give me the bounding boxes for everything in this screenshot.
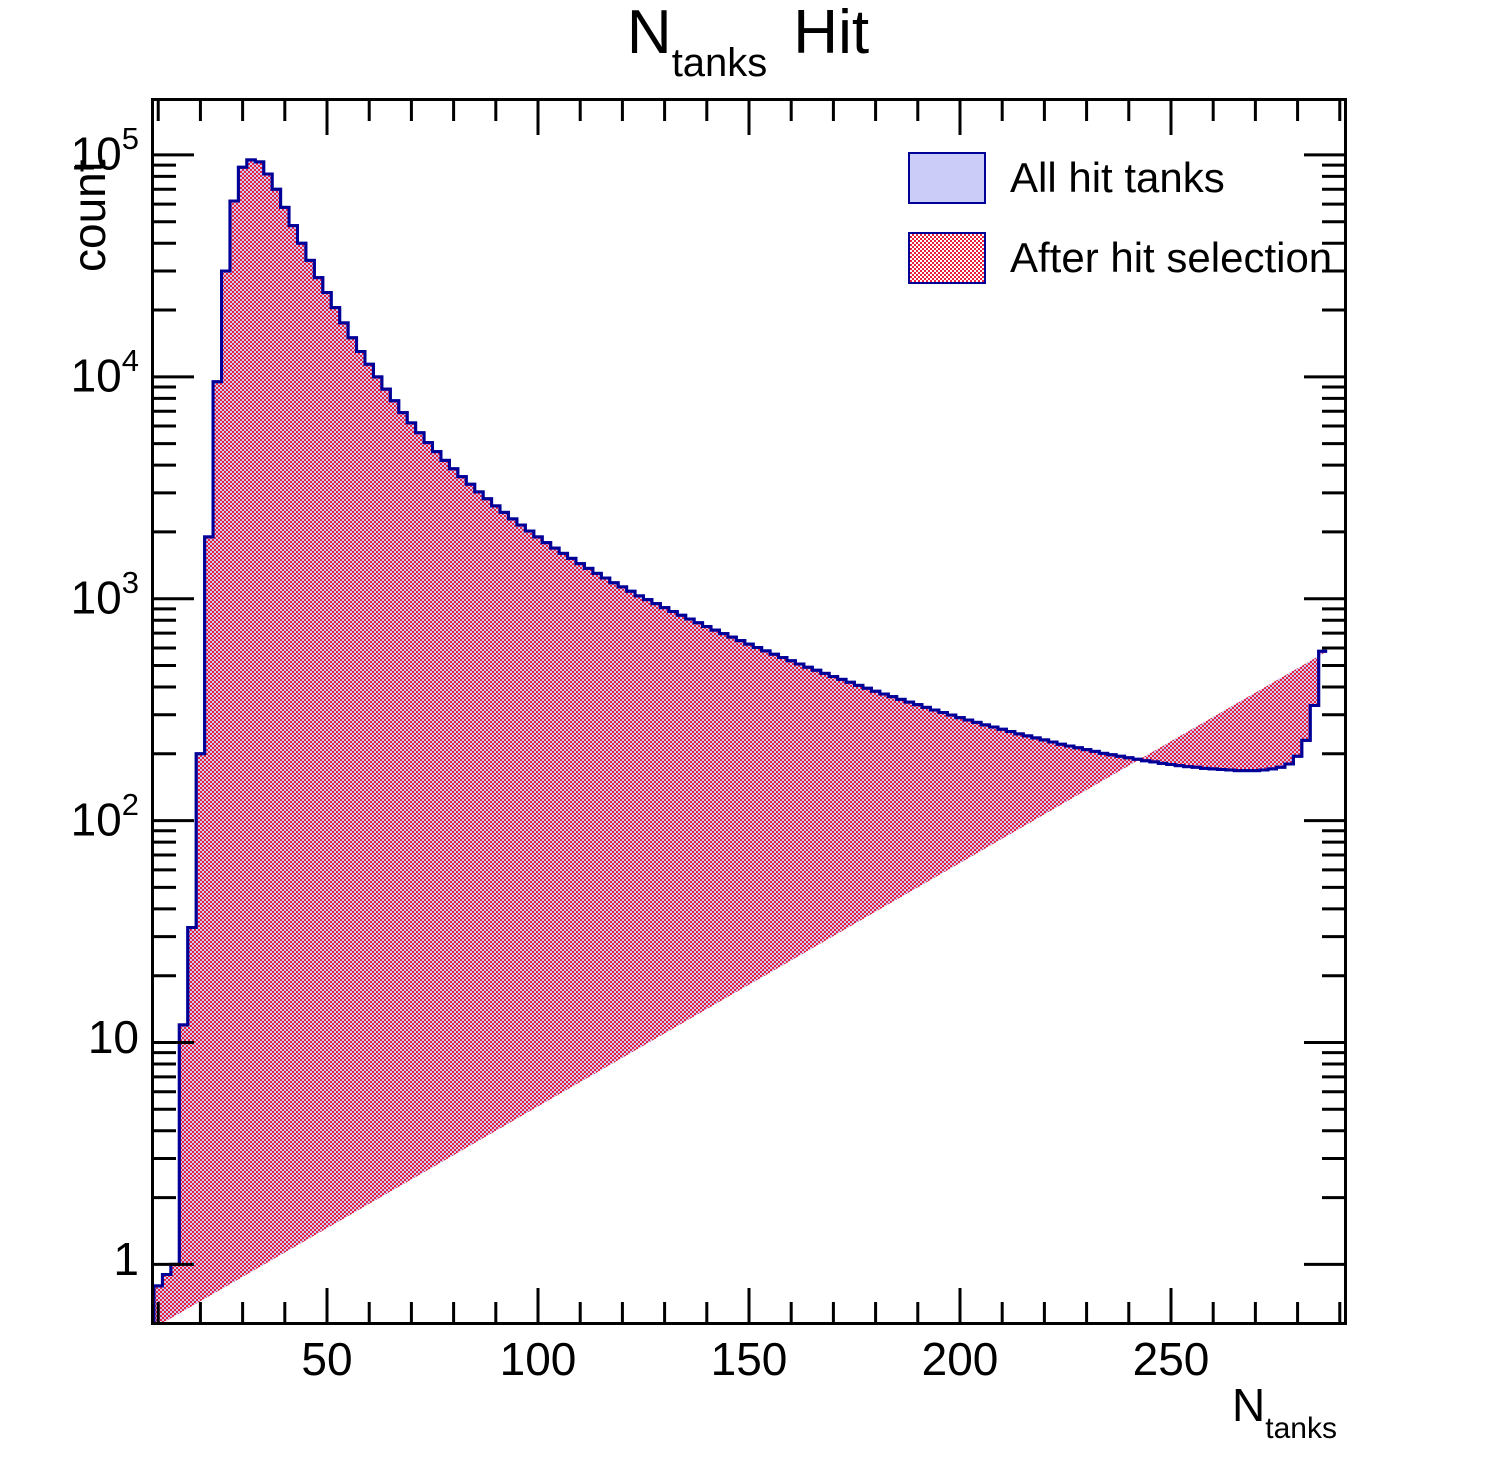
legend-entry: All hit tanks [908,152,1318,208]
x-axis-title-prefix: N [1232,1379,1266,1431]
x-axis-tick-labels: 50 100 150 200 250 [0,1336,1496,1396]
x-axis-title: Ntanks [1232,1378,1337,1445]
legend-entry: After hit selection [908,232,1332,288]
y-tick-label: 103 [70,564,139,624]
legend-swatch [908,152,986,204]
y-tick-label: 1 [113,1233,139,1286]
y-tick-label: 10 [87,1011,139,1064]
title-subscript: tanks [671,41,768,86]
x-tick-label: 50 [301,1333,353,1385]
x-axis-title-subscript: tanks [1265,1412,1337,1446]
y-tick-label: 102 [70,786,139,845]
series-after-hit-selection [154,158,1328,1322]
legend-swatch [908,232,986,284]
x-tick-label: 250 [1132,1333,1210,1385]
legend-label: All hit tanks [1010,154,1225,201]
y-tick-label: 105 [70,120,139,180]
legend: All hit tanks After hit selection [908,152,1332,284]
x-tick-label: 150 [710,1333,788,1385]
title-suffix: Hit [793,0,870,67]
page-title: Ntanks Hit [0,0,1496,84]
x-tick-label: 200 [921,1333,999,1385]
x-tick-label: 100 [499,1333,577,1385]
histogram-svg [154,158,1328,1322]
legend-label: After hit selection [1010,234,1333,281]
y-tick-label: 104 [70,342,139,402]
title-prefix: N [626,0,672,67]
